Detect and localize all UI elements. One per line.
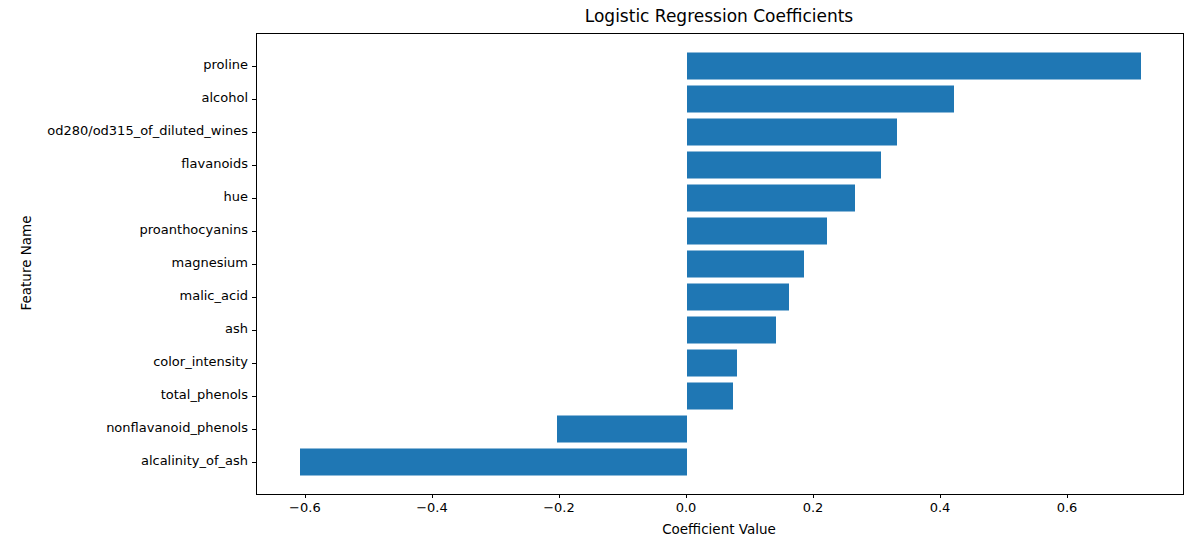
x-tick-mark (940, 494, 941, 498)
bar-ash (687, 316, 776, 343)
bar-flavanoids (687, 151, 881, 178)
bar-row-alcalinity-of-ash (257, 445, 1183, 478)
bar-proanthocyanins (687, 217, 827, 244)
bar-nonflavanoid-phenols (557, 415, 687, 442)
y-tick-label-magnesium: magnesium (0, 246, 248, 279)
bar-row-proanthocyanins (257, 214, 1183, 247)
y-tick-mark (252, 297, 256, 298)
y-tick-mark (252, 165, 256, 166)
y-tick-label-ash: ash (0, 312, 248, 345)
bar-row-nonflavanoid-phenols (257, 412, 1183, 445)
y-tick-label-color-intensity: color_intensity (0, 345, 248, 378)
bar-row-flavanoids (257, 148, 1183, 181)
y-tick-label-od280-od315-of-diluted-wines: od280/od315_of_diluted_wines (0, 114, 248, 147)
x-tick-label: 0.0 (676, 500, 697, 515)
x-axis-label: Coefficient Value (256, 521, 1182, 537)
bars-container (257, 34, 1183, 494)
bar-row-malic-acid (257, 280, 1183, 313)
y-tick-label-alcohol: alcohol (0, 81, 248, 114)
y-tick-mark (252, 396, 256, 397)
bar-total-phenols (687, 382, 733, 409)
y-tick-label-malic-acid: malic_acid (0, 279, 248, 312)
x-tick-label: 0.6 (1057, 500, 1078, 515)
y-tick-mark (252, 429, 256, 430)
bar-row-hue (257, 181, 1183, 214)
bar-malic-acid (687, 283, 789, 310)
x-tick-label: −0.4 (416, 500, 448, 515)
y-tick-mark (252, 363, 256, 364)
x-tick-mark (559, 494, 560, 498)
bar-row-od280-od315-of-diluted-wines (257, 115, 1183, 148)
y-tick-mark (252, 462, 256, 463)
y-tick-mark (252, 330, 256, 331)
x-tick-mark (305, 494, 306, 498)
y-tick-label-proanthocyanins: proanthocyanins (0, 213, 248, 246)
bar-row-magnesium (257, 247, 1183, 280)
chart-title: Logistic Regression Coefficients (256, 6, 1182, 26)
figure: Logistic Regression Coefficients Feature… (0, 0, 1193, 547)
y-tick-label-alcalinity-of-ash: alcalinity_of_ash (0, 444, 248, 477)
y-tick-label-proline: proline (0, 48, 248, 81)
y-tick-mark (252, 66, 256, 67)
bar-row-proline (257, 49, 1183, 82)
bar-proline (687, 52, 1141, 79)
bar-hue (687, 184, 855, 211)
bar-color-intensity (687, 349, 737, 376)
x-tick-mark (686, 494, 687, 498)
x-tick-mark (813, 494, 814, 498)
x-tick-label: −0.2 (543, 500, 575, 515)
x-tick-label: −0.6 (289, 500, 321, 515)
y-tick-mark (252, 132, 256, 133)
y-tick-mark (252, 231, 256, 232)
y-tick-mark (252, 264, 256, 265)
bar-alcohol (687, 85, 954, 112)
x-tick-label: 0.2 (803, 500, 824, 515)
y-tick-labels: prolinealcoholod280/od315_of_diluted_win… (0, 33, 248, 493)
bar-od280-od315-of-diluted-wines (687, 118, 897, 145)
bar-magnesium (687, 250, 804, 277)
x-tick-mark (1067, 494, 1068, 498)
y-tick-label-nonflavanoid-phenols: nonflavanoid_phenols (0, 411, 248, 444)
bar-row-total-phenols (257, 379, 1183, 412)
plot-area (256, 33, 1184, 495)
x-tick-label: 0.4 (930, 500, 951, 515)
bar-row-alcohol (257, 82, 1183, 115)
y-tick-label-hue: hue (0, 180, 248, 213)
bar-row-ash (257, 313, 1183, 346)
y-tick-label-total-phenols: total_phenols (0, 378, 248, 411)
y-tick-label-flavanoids: flavanoids (0, 147, 248, 180)
y-tick-mark (252, 198, 256, 199)
bar-alcalinity-of-ash (300, 448, 687, 475)
y-tick-mark (252, 99, 256, 100)
x-tick-mark (432, 494, 433, 498)
bar-row-color-intensity (257, 346, 1183, 379)
